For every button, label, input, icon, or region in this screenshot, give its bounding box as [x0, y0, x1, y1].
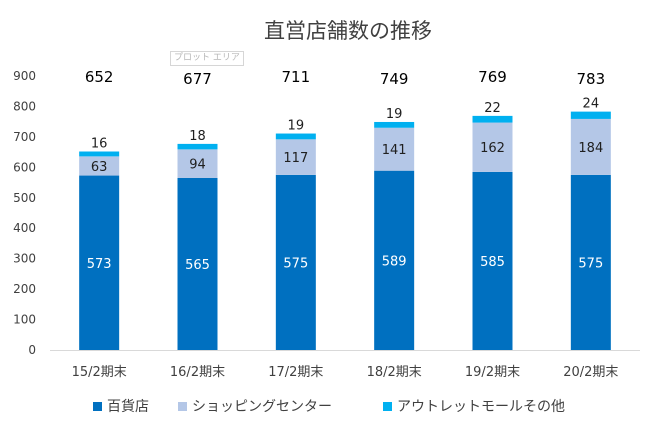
bar-segment [374, 170, 415, 350]
x-tick-label: 18/2期末 [367, 365, 422, 380]
total-label: 783 [577, 70, 606, 88]
data-label: 575 [578, 256, 603, 271]
total-label: 652 [85, 68, 114, 86]
bar-segment [275, 174, 316, 350]
bar-segment [275, 133, 316, 140]
y-tick-label: 100 [13, 313, 36, 327]
chart-title: 直営店舗数の推移 [264, 19, 432, 43]
data-label: 18 [189, 129, 206, 144]
data-label: 19 [386, 107, 403, 122]
x-tick-label: 20/2期末 [563, 365, 618, 380]
bar-segment [570, 118, 611, 175]
bar-segment [570, 111, 611, 119]
x-tick-label: 17/2期末 [268, 365, 323, 380]
y-tick-label: 0 [28, 343, 36, 357]
legend-label: ショッピングセンター [192, 399, 332, 415]
legend-swatch [178, 402, 187, 411]
data-label: 19 [288, 119, 305, 134]
data-label: 117 [283, 151, 308, 166]
bar-segment [79, 175, 120, 350]
legend-label: 百貨店 [107, 398, 149, 415]
total-label: 749 [380, 70, 409, 88]
y-tick-label: 500 [13, 191, 36, 205]
bar-segment [374, 121, 415, 128]
bar-segment [472, 115, 513, 123]
bars-group: 573 63 16 652 565 94 18 677 575 117 19 711 589 141 19 7… [79, 68, 611, 350]
y-tick-label: 600 [13, 160, 36, 174]
bar-segment [472, 171, 513, 350]
y-tick-label: 900 [13, 69, 36, 83]
data-label: 141 [382, 143, 407, 158]
data-label: 589 [382, 254, 407, 269]
data-label: 565 [185, 258, 210, 273]
bar-segment [177, 177, 218, 350]
data-label: 94 [189, 158, 206, 173]
data-label: 184 [578, 141, 603, 156]
y-tick-label: 700 [13, 130, 36, 144]
bar-segment [570, 174, 611, 350]
bar-segment [275, 139, 316, 175]
bar-segment [374, 127, 415, 171]
data-label: 63 [91, 160, 108, 175]
total-label: 711 [282, 68, 311, 86]
y-tick-label: 200 [13, 282, 36, 296]
total-label: 677 [183, 70, 212, 88]
y-tick-label: 400 [13, 221, 36, 235]
data-label: 585 [480, 255, 505, 270]
data-label: 24 [583, 97, 600, 112]
bar-segment [79, 151, 120, 157]
y-axis: 0 100 200 300 400 500 600 700 800 900 [13, 69, 36, 357]
bar-segment [472, 122, 513, 172]
plot-area-tooltip: プロット エリア [170, 51, 244, 66]
y-tick-label: 300 [13, 252, 36, 266]
bar-segment [177, 143, 218, 150]
bar-segment [177, 149, 218, 178]
total-label: 769 [478, 68, 507, 86]
data-label: 22 [484, 101, 501, 116]
legend-swatch [93, 402, 102, 411]
legend-label: アウトレットモールその他 [397, 399, 565, 415]
y-tick-label: 800 [13, 99, 36, 113]
data-label: 162 [480, 141, 505, 156]
data-label: 575 [283, 256, 308, 271]
legend: 百貨店 ショッピングセンター アウトレットモールその他 [93, 398, 565, 415]
x-tick-label: 16/2期末 [170, 365, 225, 380]
x-tick-label: 19/2期末 [465, 365, 520, 380]
x-axis: 15/2期末 16/2期末 17/2期末 18/2期末 19/2期末 20/2期末 [72, 365, 619, 380]
legend-swatch [383, 402, 392, 411]
data-label: 573 [87, 257, 112, 272]
bar-segment [79, 156, 120, 176]
x-tick-label: 15/2期末 [72, 365, 127, 380]
data-label: 16 [91, 137, 108, 152]
